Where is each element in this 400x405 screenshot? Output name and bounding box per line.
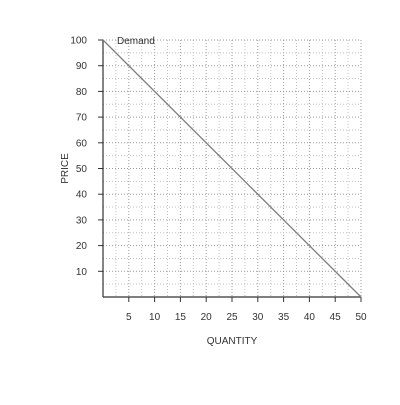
y-tick-label: 60 — [76, 138, 88, 149]
y-tick-label: 20 — [76, 241, 88, 252]
y-tick-label: 30 — [76, 215, 88, 226]
x-tick-label: 40 — [304, 312, 316, 323]
x-tick-label: 10 — [149, 312, 161, 323]
x-tick-label: 45 — [330, 312, 342, 323]
x-axis-title: QUANTITY — [207, 336, 258, 347]
x-tick-label: 30 — [252, 312, 264, 323]
x-tick-label: 5 — [126, 312, 132, 323]
y-tick-label: 80 — [76, 87, 88, 98]
y-tick-label: 10 — [76, 267, 88, 278]
y-axis-title: PRICE — [60, 153, 71, 184]
y-tick-label: 70 — [76, 113, 88, 124]
demand-label: Demand — [117, 36, 155, 47]
x-tick-label: 25 — [226, 312, 238, 323]
demand-line — [102, 39, 362, 298]
x-tick-label: 15 — [175, 312, 187, 323]
y-tick-label: 90 — [76, 61, 88, 72]
tick-labels: 5 10 15 20 25 30 35 40 45 50 10 20 30 40 50 60 70 80 90 100 — [70, 36, 367, 324]
x-tick-label: 20 — [201, 312, 213, 323]
x-tick-label: 50 — [355, 312, 367, 323]
y-tick-label: 100 — [70, 36, 87, 47]
grid — [103, 39, 362, 297]
y-tick-label: 40 — [76, 190, 88, 201]
y-tick-label: 50 — [76, 164, 88, 175]
x-tick-label: 35 — [278, 312, 290, 323]
axes — [98, 39, 362, 302]
series-layer: Demand — [102, 36, 362, 298]
